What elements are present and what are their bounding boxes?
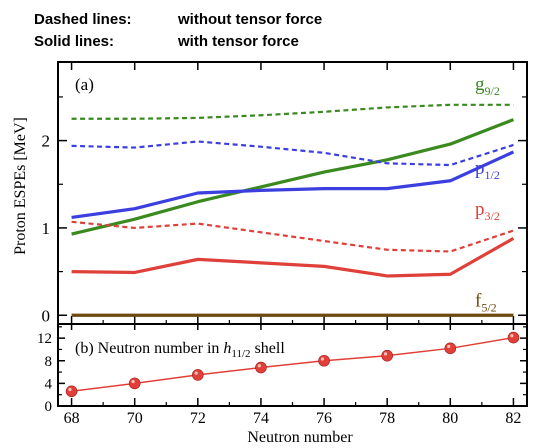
x-tick-label: 76 — [316, 410, 332, 427]
x-tick-label: 80 — [442, 410, 458, 427]
point-highlight — [257, 364, 261, 368]
series-line-p3-2-solid — [71, 237, 515, 278]
neutron-number-point — [381, 349, 393, 362]
point-highlight — [510, 334, 514, 338]
y-tick-label-a: 2 — [42, 132, 51, 151]
neutron-number-point — [128, 377, 141, 390]
x-tick-label: 70 — [127, 410, 143, 427]
neutron-number-point — [192, 369, 204, 381]
y-tick-label-b: 0 — [45, 399, 53, 415]
y-tick-label-a: 1 — [42, 219, 51, 238]
series-label-g9-2: g9/2 — [475, 74, 500, 98]
panel-b-label-sub: 11/2 — [231, 348, 250, 360]
point-highlight — [447, 344, 451, 349]
series-line-p3-2-dashed — [71, 220, 514, 253]
neutron-number-point — [255, 361, 267, 374]
legend-note: Dashed lines: without tensor force Solid… — [34, 9, 322, 53]
x-tick-label: 82 — [505, 410, 521, 427]
dashed-note-text: without tensor force — [178, 11, 323, 28]
panel-b-label-italic: h — [223, 340, 231, 357]
panel-b-label: (b) Neutron number in h11/2 shell — [75, 340, 285, 360]
x-tick-label: 78 — [379, 410, 395, 427]
point-highlight — [68, 387, 72, 392]
dashed-note-row: Dashed lines: without tensor force — [34, 9, 322, 31]
series-label-subscript: 1/2 — [485, 168, 500, 182]
neutron-number-point — [65, 385, 78, 398]
series-label-letter: f — [475, 291, 482, 312]
x-axis-title: Neutron number — [247, 429, 353, 446]
panel-a-label: (a) — [75, 75, 94, 94]
series-label-subscript: 5/2 — [481, 301, 496, 315]
solid-note-row: Solid lines: with tensor force — [34, 31, 322, 53]
panel-a-frame — [57, 61, 528, 325]
x-tick-label: 72 — [190, 410, 206, 427]
y-tick-label-a: 0 — [42, 306, 51, 325]
solid-note-key: Solid lines: — [34, 33, 115, 50]
point-highlight — [131, 379, 135, 384]
neutron-number-point — [444, 342, 457, 355]
y-tick-label-b: 8 — [45, 354, 53, 370]
x-tick-label: 68 — [64, 410, 80, 427]
panel-b-label-tail: shell — [251, 340, 286, 357]
series-label-p1-2: p1/2 — [475, 158, 500, 182]
series-label-letter: p — [475, 199, 485, 220]
panel-b-label-text: (b) Neutron number in — [75, 340, 223, 357]
y-axis-title: Proton ESPEs [MeV] — [12, 117, 29, 255]
series-line-p1-2-solid — [71, 150, 515, 220]
series-label-letter: p — [475, 158, 485, 179]
panel-b-frame — [57, 323, 528, 407]
x-tick-label: 74 — [253, 410, 269, 427]
y-tick-label-b: 12 — [37, 331, 52, 347]
series-label-subscript: 3/2 — [485, 209, 500, 223]
y-tick-label-b: 4 — [45, 376, 53, 392]
dashed-note-key: Dashed lines: — [34, 11, 132, 28]
series-line-p1-2-dashed — [71, 140, 514, 167]
series-label-subscript: 9/2 — [485, 84, 500, 98]
neutron-number-line — [71, 336, 514, 393]
neutron-number-point — [318, 354, 330, 367]
series-label-p3-2: p3/2 — [475, 199, 500, 223]
series-label-letter: g — [475, 74, 485, 95]
panel-b: 0 4 8 12 68 70 72 74 76 78 80 82 — [37, 323, 528, 427]
neutron-number-point — [507, 331, 520, 344]
point-highlight — [194, 371, 198, 375]
solid-note-text: with tensor force — [178, 33, 299, 50]
series-line-g9-2-dashed — [71, 103, 514, 120]
point-highlight — [383, 352, 388, 356]
series-line-g9-2-solid — [71, 118, 515, 236]
point-highlight — [320, 357, 325, 361]
series-label-f5-2: f5/2 — [475, 291, 497, 315]
